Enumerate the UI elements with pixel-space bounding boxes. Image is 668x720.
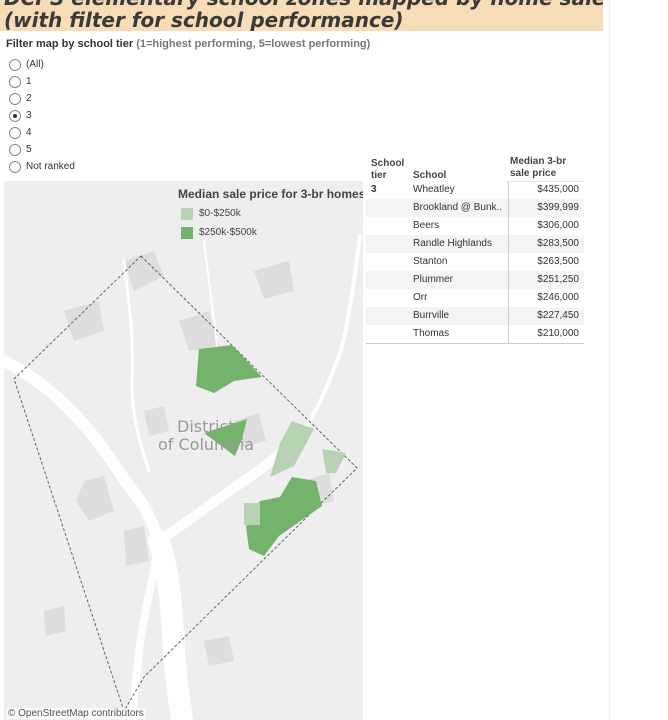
school-zone-beers-area[interactable]: [246, 477, 322, 556]
filter-option-label: 1: [26, 76, 32, 87]
district-boundary: [13, 255, 358, 713]
dashboard-edge: [609, 0, 610, 720]
radio-button[interactable]: [9, 143, 21, 156]
table-row[interactable]: Randle Highlands $283,500: [366, 235, 584, 253]
table-body: 3 Wheatley $435,000 Brookland @ Bunk.. $…: [366, 181, 584, 343]
school-zone-thomas-area[interactable]: [270, 421, 314, 477]
filter-option-label: 4: [26, 127, 32, 138]
dashboard-subtitle: (with filter for school performance): [4, 8, 404, 31]
filter-option-label: Not ranked: [26, 161, 75, 172]
school-tier-filter: (All) 1 2 3 4 5 Not ranked: [9, 56, 75, 175]
table-row[interactable]: 3 Wheatley $435,000: [366, 181, 584, 199]
school-cell: Orr: [413, 292, 428, 303]
radio-button[interactable]: [9, 126, 21, 139]
school-cell: Beers: [413, 220, 440, 231]
filter-option-1[interactable]: 1: [9, 73, 75, 90]
filter-option-label: 2: [26, 93, 32, 104]
price-cell: $246,000: [537, 292, 579, 303]
price-cell: $435,000: [537, 184, 579, 195]
legend-item-high[interactable]: $250k-$500k: [178, 223, 363, 242]
price-cell: $251,250: [537, 274, 579, 285]
legend-item-low[interactable]: $0-$250k: [178, 204, 363, 223]
filter-option-5[interactable]: 5: [9, 141, 75, 158]
radio-button-selected[interactable]: [9, 109, 21, 122]
filter-option-label: 5: [26, 144, 32, 155]
filter-option-label: 3: [26, 110, 32, 121]
legend-swatch: [181, 226, 193, 239]
table-row[interactable]: Stanton $263,500: [366, 253, 584, 271]
school-cell: Burrville: [413, 310, 450, 321]
filter-title: Filter map by school tier (1=highest per…: [6, 38, 370, 50]
school-zone-map[interactable]: District of Columbia Median sale price f…: [4, 181, 363, 720]
table-row[interactable]: Beers $306,000: [366, 217, 584, 235]
map-place-label: of Columbia: [158, 435, 255, 454]
school-cell: Stanton: [413, 256, 448, 267]
legend-label: $250k-$500k: [199, 227, 257, 238]
tier-cell: 3: [371, 184, 377, 195]
school-cell: Randle Highlands: [413, 238, 492, 249]
legend-title: Median sale price for 3-br homes: [178, 187, 363, 201]
school-cell: Brookland @ Bunk..: [413, 202, 503, 213]
filter-option-not-ranked[interactable]: Not ranked: [9, 158, 75, 175]
column-divider: [508, 181, 509, 343]
rivers: [4, 234, 362, 720]
map-canvas: [4, 234, 362, 720]
school-zone-wheatley-area[interactable]: [196, 345, 262, 393]
price-cell: $263,500: [537, 256, 579, 267]
price-cell: $227,450: [537, 310, 579, 321]
school-zone-burrville-area[interactable]: [322, 449, 346, 473]
row-divider: [509, 181, 584, 182]
school-cell: Plummer: [413, 274, 454, 285]
school-cell: Wheatley: [413, 184, 455, 195]
table-row[interactable]: Thomas $210,000: [366, 325, 584, 343]
radio-button[interactable]: [9, 92, 21, 105]
title-banner: DCPS elementary school zones mapped by h…: [0, 0, 603, 31]
radio-button[interactable]: [9, 160, 21, 173]
legend-swatch: [181, 207, 193, 220]
column-header-school[interactable]: School: [413, 170, 447, 181]
filter-option-label: (All): [26, 59, 44, 70]
filter-option-4[interactable]: 4: [9, 124, 75, 141]
radio-button[interactable]: [9, 58, 21, 71]
school-zone-brookland-area[interactable]: [204, 419, 247, 456]
table-bottom-rule: [366, 343, 584, 344]
price-cell: $306,000: [537, 220, 579, 231]
table-row[interactable]: Plummer $251,250: [366, 271, 584, 289]
filter-label: Filter map by school tier: [6, 38, 134, 50]
map-legend: Median sale price for 3-br homes $0-$250…: [178, 187, 363, 242]
map-place-label: District: [177, 417, 235, 436]
price-cell: $283,500: [537, 238, 579, 249]
school-zone-orr-area[interactable]: [244, 503, 260, 525]
column-header-tier[interactable]: School tier: [371, 158, 405, 181]
price-cell: $399,999: [537, 202, 579, 213]
radio-button[interactable]: [9, 75, 21, 88]
school-cell: Thomas: [413, 328, 450, 339]
table-row[interactable]: Brookland @ Bunk.. $399,999: [366, 199, 584, 217]
filter-option-3[interactable]: 3: [9, 107, 75, 124]
table-row[interactable]: Burrville $227,450: [366, 307, 584, 325]
filter-legend-note: (1=highest performing, 5=lowest performi…: [136, 38, 371, 50]
dashboard-title: DCPS elementary school zones mapped by h…: [4, 0, 603, 10]
map-attribution[interactable]: © OpenStreetMap contributors: [6, 708, 146, 719]
table-row[interactable]: Orr $246,000: [366, 289, 584, 307]
filter-option-2[interactable]: 2: [9, 90, 75, 107]
legend-label: $0-$250k: [199, 208, 241, 219]
price-cell: $210,000: [537, 328, 579, 339]
school-zones: [196, 345, 346, 556]
column-header-price[interactable]: Median 3-br sale price: [510, 156, 567, 179]
filter-option-all[interactable]: (All): [9, 56, 75, 73]
